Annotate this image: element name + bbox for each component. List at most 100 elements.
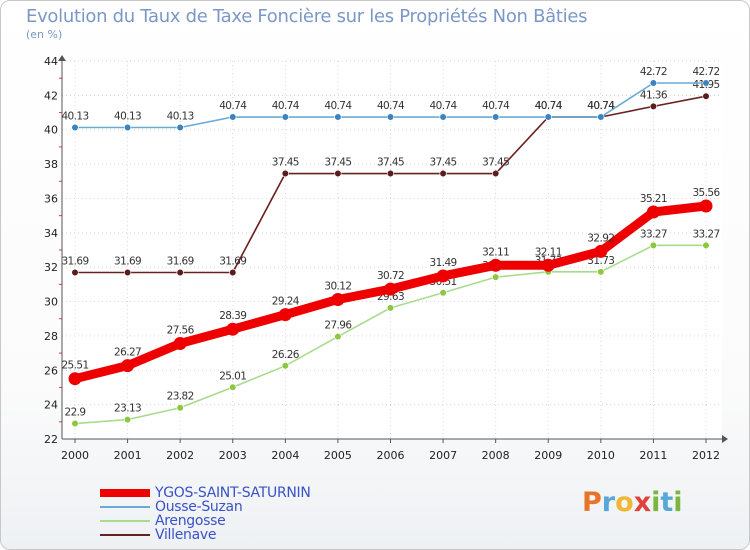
data-label-ygos-saint-saturnin: 32.92 [587, 232, 614, 244]
data-label-ousse-suzan: 40.74 [324, 100, 352, 112]
y-tick-label: 22 [44, 433, 58, 446]
x-axis-arrow [722, 435, 728, 443]
y-tick-label: 38 [44, 158, 58, 171]
data-point-ousse-suzan [386, 113, 395, 121]
legend-swatch-ousse-suzan [100, 506, 150, 508]
data-point-ygos-saint-saturnin [68, 372, 82, 386]
logo-letter: P [582, 487, 602, 518]
data-point-ousse-suzan [123, 123, 132, 132]
data-point-ygos-saint-saturnin [121, 359, 135, 373]
legend-swatch-arengosse [100, 520, 150, 522]
data-point-villenave [123, 268, 132, 277]
data-point-ousse-suzan [702, 79, 710, 87]
legend-item-arengosse: Arengosse [100, 514, 311, 528]
data-point-villenave [71, 268, 79, 277]
data-point-ygos-saint-saturnin [436, 269, 450, 283]
data-point-arengosse [281, 362, 289, 370]
data-point-ygos-saint-saturnin [489, 258, 503, 272]
data-point-arengosse [334, 332, 342, 341]
data-label-ousse-suzan: 40.74 [272, 100, 300, 112]
data-label-ygos-saint-saturnin: 30.12 [324, 280, 351, 292]
data-label-arengosse: 26.26 [272, 349, 300, 361]
legend-label-ousse-suzan: Ousse-Suzan [155, 499, 243, 515]
legend-swatch-ygos [100, 489, 150, 497]
data-label-villenave: 31.69 [61, 256, 88, 268]
x-tick-label: 2010 [587, 449, 615, 462]
legend-item-ousse-suzan: Ousse-Suzan [100, 500, 311, 514]
y-axis-arrow [58, 55, 66, 61]
data-point-ygos-saint-saturnin [331, 292, 345, 306]
y-tick-label: 32 [44, 261, 58, 274]
data-point-ousse-suzan [229, 113, 237, 121]
proxiti-logo: Proxiti [582, 487, 683, 518]
data-label-ousse-suzan: 40.13 [167, 110, 194, 122]
data-point-ousse-suzan [176, 123, 184, 132]
data-point-ygos-saint-saturnin [541, 258, 555, 272]
x-tick-label: 2000 [61, 449, 89, 462]
y-tick-label: 44 [44, 55, 58, 68]
data-label-villenave: 37.45 [377, 157, 404, 169]
data-label-ygos-saint-saturnin: 29.24 [272, 296, 300, 308]
data-label-ygos-saint-saturnin: 35.56 [692, 187, 720, 199]
data-point-ousse-suzan [281, 113, 289, 121]
legend-item-villenave: Villenave [100, 528, 311, 542]
data-point-arengosse [229, 383, 237, 391]
data-point-arengosse [439, 289, 447, 297]
data-point-ousse-suzan [544, 113, 552, 121]
data-label-ygos-saint-saturnin: 32.11 [535, 246, 562, 258]
data-point-villenave [281, 169, 289, 178]
logo-letter: r [601, 487, 616, 518]
data-point-ousse-suzan [597, 113, 605, 121]
data-point-arengosse [597, 268, 605, 276]
x-tick-label: 2002 [166, 449, 194, 462]
data-point-villenave [386, 169, 395, 178]
data-point-villenave [492, 169, 500, 178]
data-label-ousse-suzan: 40.74 [535, 100, 563, 112]
plot-area [62, 61, 722, 439]
data-point-ygos-saint-saturnin [173, 336, 187, 350]
x-tick-label: 2001 [114, 449, 142, 462]
data-point-ygos-saint-saturnin [699, 199, 713, 213]
data-point-ygos-saint-saturnin [226, 322, 240, 336]
legend-label-ygos: YGOS-SAINT-SATURNIN [155, 485, 311, 501]
data-label-villenave: 37.45 [430, 157, 457, 169]
data-label-ygos-saint-saturnin: 35.21 [640, 193, 667, 205]
legend: YGOS-SAINT-SATURNIN Ousse-Suzan Arengoss… [100, 486, 311, 542]
data-label-villenave: 41.36 [640, 89, 668, 101]
x-tick-label: 2008 [482, 449, 510, 462]
data-label-arengosse: 33.27 [692, 228, 719, 240]
x-tick-label: 2003 [219, 449, 247, 462]
data-point-ousse-suzan [71, 123, 79, 132]
logo-letter: i [673, 487, 683, 518]
legend-swatch-villenave [100, 534, 150, 536]
data-point-villenave [229, 268, 237, 277]
data-point-ygos-saint-saturnin [384, 282, 397, 296]
data-point-arengosse [176, 404, 184, 412]
legend-item-ygos: YGOS-SAINT-SATURNIN [100, 486, 311, 500]
data-label-villenave: 37.45 [482, 157, 509, 169]
data-point-villenave [334, 169, 342, 178]
data-label-ousse-suzan: 40.74 [377, 100, 405, 112]
data-label-ousse-suzan: 42.72 [640, 66, 667, 78]
logo-letter: o [615, 487, 634, 518]
data-label-ygos-saint-saturnin: 28.39 [219, 310, 246, 322]
data-label-villenave: 37.45 [272, 157, 299, 169]
data-point-arengosse [123, 415, 132, 424]
data-point-arengosse [492, 273, 500, 281]
data-label-ousse-suzan: 40.74 [430, 100, 458, 112]
y-tick-label: 28 [44, 330, 58, 343]
data-label-ousse-suzan: 40.74 [587, 100, 615, 112]
data-point-villenave [702, 92, 710, 100]
y-tick-label: 30 [44, 296, 58, 309]
data-point-ygos-saint-saturnin [278, 308, 292, 322]
data-label-ygos-saint-saturnin: 26.27 [114, 347, 141, 359]
data-label-ousse-suzan: 40.74 [482, 100, 510, 112]
x-tick-label: 2007 [429, 449, 457, 462]
y-tick-label: 26 [44, 364, 58, 377]
data-point-ygos-saint-saturnin [646, 205, 660, 219]
y-axis-unit: (en %) [26, 28, 63, 41]
x-tick-label: 2006 [377, 449, 405, 462]
data-label-ygos-saint-saturnin: 32.11 [482, 246, 509, 258]
data-label-arengosse: 22.9 [65, 407, 86, 419]
